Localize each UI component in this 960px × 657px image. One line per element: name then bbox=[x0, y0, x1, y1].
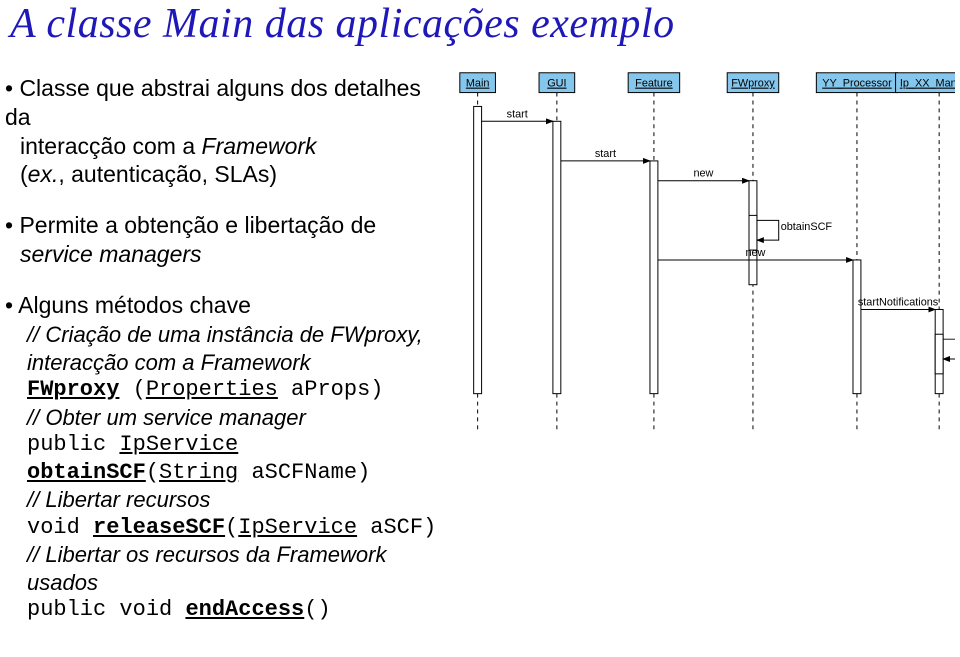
b1-framework: Framework bbox=[202, 133, 317, 159]
b1-paren: (ex., autenticação, SLAs) bbox=[20, 161, 277, 187]
code1b: ( bbox=[119, 377, 145, 402]
slide-body: • Classe que abstrai alguns dos detalhes… bbox=[5, 60, 435, 624]
code-line-3: obtainSCF(String aSCFName) bbox=[27, 459, 435, 487]
code4e: aSCF) bbox=[357, 515, 436, 540]
svg-text:new: new bbox=[745, 247, 765, 259]
b1-line1: • Classe que abstrai alguns dos detalhes… bbox=[5, 75, 421, 130]
svg-text:Feature: Feature bbox=[635, 78, 672, 90]
sequence-diagram: Main GUI Feature FWproxy YY_Processor Ip_XX_M… bbox=[440, 65, 955, 445]
code1d: aProps) bbox=[278, 377, 384, 402]
svg-text:GUI: GUI bbox=[547, 78, 566, 90]
comment-4-line: // Libertar os recursos da Framework bbox=[27, 541, 435, 569]
b1f: , autenticação, SLAs) bbox=[58, 161, 277, 187]
svg-text:Ip_XX_Manager: Ip_XX_Manager bbox=[900, 78, 955, 90]
bullet-1: • Classe que abstrai alguns dos detalhes… bbox=[5, 74, 435, 189]
comment-1b-line: interacção com a Framework bbox=[27, 349, 435, 377]
svg-text:FWproxy: FWproxy bbox=[731, 78, 775, 90]
code3b: ( bbox=[146, 460, 159, 485]
code4a: void bbox=[27, 515, 93, 540]
code2b: IpService bbox=[119, 432, 238, 457]
b1-line2a: interacção com a bbox=[20, 133, 202, 159]
b1d: ( bbox=[20, 161, 28, 187]
c2b: service manager bbox=[143, 405, 306, 430]
svg-text:start: start bbox=[595, 148, 616, 160]
svg-text:YY_Processor: YY_Processor bbox=[822, 78, 892, 90]
bullet-3: • Alguns métodos chave bbox=[5, 291, 435, 320]
code5b: endAccess bbox=[185, 597, 304, 622]
code1a: FWproxy bbox=[27, 377, 119, 402]
b1e: ex. bbox=[28, 161, 59, 187]
c4a: // Libertar os recursos da bbox=[27, 542, 276, 567]
code4c: ( bbox=[225, 515, 238, 540]
methods-block: // Criação de uma instância de FWproxy, … bbox=[27, 321, 435, 624]
code-line-2: public IpService bbox=[27, 431, 435, 459]
c1c: Framework bbox=[201, 350, 311, 375]
comment-3: // Libertar recursos bbox=[27, 486, 435, 514]
code3c: String bbox=[159, 460, 238, 485]
bullet-2: • Permite a obtenção e libertação de ser… bbox=[5, 211, 435, 269]
code-line-1: FWproxy (Properties aProps) bbox=[27, 376, 435, 404]
code1c: Properties bbox=[146, 377, 278, 402]
comment-2-line: // Obter um service manager bbox=[27, 404, 435, 432]
b3-line1: • Alguns métodos chave bbox=[5, 292, 251, 318]
code4d: IpService bbox=[238, 515, 357, 540]
c2: // Obter um bbox=[27, 405, 143, 430]
code5: public void bbox=[27, 597, 185, 622]
c1b: interacção com a bbox=[27, 350, 201, 375]
svg-text:start: start bbox=[507, 108, 528, 120]
code2a: public bbox=[27, 432, 119, 457]
comment-1a: // Criação de uma instância de FWproxy, bbox=[27, 321, 435, 349]
svg-text:new: new bbox=[693, 168, 713, 180]
code5c: () bbox=[304, 597, 330, 622]
code4b: releaseSCF bbox=[93, 515, 225, 540]
svg-text:startNotifications: startNotifications bbox=[858, 297, 939, 309]
code-line-4: void releaseSCF(IpService aSCF) bbox=[27, 514, 435, 542]
svg-text:obtainSCF: obtainSCF bbox=[781, 221, 833, 233]
code-line-5: public void endAccess() bbox=[27, 596, 435, 624]
comment-4c: usados bbox=[27, 569, 435, 597]
b2-line1: • Permite a obtenção e libertação de bbox=[5, 212, 376, 238]
code3d: aSCFName) bbox=[238, 460, 370, 485]
c4b: Framework bbox=[276, 542, 386, 567]
code3a: obtainSCF bbox=[27, 460, 146, 485]
b2-sm: service managers bbox=[20, 241, 202, 267]
slide-title: A classe Main das aplicações exemplo bbox=[10, 0, 675, 48]
svg-text:Main: Main bbox=[466, 78, 490, 90]
